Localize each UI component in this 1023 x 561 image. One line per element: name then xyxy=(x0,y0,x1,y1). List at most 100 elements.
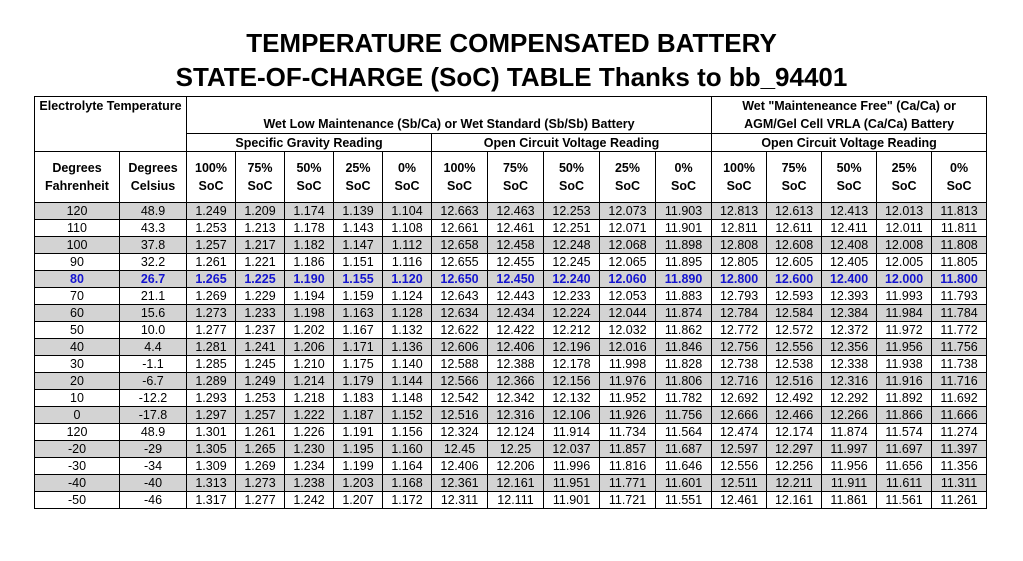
temp-celsius-cell: 10.0 xyxy=(119,321,187,339)
temp-fahrenheit-cell: 0 xyxy=(34,406,120,424)
ocv-wet-cell: 11.898 xyxy=(654,236,713,254)
deg-f-line-1: Degrees xyxy=(52,161,102,175)
ocv-mf-cell: 12.266 xyxy=(821,406,878,424)
ocv-wet-cell: 12.111 xyxy=(487,491,544,509)
temp-fahrenheit-cell: 80 xyxy=(34,270,120,288)
soc-level-suffix: SoC xyxy=(247,179,273,193)
ocv-wet-cell: 11.901 xyxy=(654,219,713,237)
temp-celsius-cell: 32.2 xyxy=(119,253,187,271)
ocv-mf-cell: 12.608 xyxy=(766,236,823,254)
specific-gravity-cell: 1.249 xyxy=(186,202,236,220)
ocv-mf-cell: 12.011 xyxy=(876,219,933,237)
ocv-mf-cell: 11.956 xyxy=(821,457,878,475)
ocv-mf-header: Open Circuit Voltage Reading xyxy=(711,133,988,152)
soc-level-header: 100% SoC xyxy=(711,151,768,203)
specific-gravity-cell: 1.179 xyxy=(333,372,383,390)
ocv-wet-cell: 12.316 xyxy=(487,406,544,424)
table-row: 90 32.2 1.261 1.221 1.186 1.151 1.116 12.655 12.… xyxy=(34,253,988,271)
specific-gravity-cell: 1.217 xyxy=(235,236,285,254)
specific-gravity-cell: 1.108 xyxy=(382,219,432,237)
table-row: 30 -1.1 1.285 1.245 1.210 1.175 1.140 12.588 12.… xyxy=(34,355,988,373)
specific-gravity-cell: 1.136 xyxy=(382,338,432,356)
table-row: -30 -34 1.309 1.269 1.234 1.199 1.164 12.406 12.… xyxy=(34,457,988,475)
ocv-mf-cell: 11.666 xyxy=(931,406,988,424)
ocv-mf-cell: 12.405 xyxy=(821,253,878,271)
specific-gravity-cell: 1.226 xyxy=(284,423,334,441)
ocv-mf-cell: 11.813 xyxy=(931,202,988,220)
degrees-fahrenheit-header: Degrees Fahrenheit xyxy=(34,151,120,203)
ocv-mf-cell: 12.556 xyxy=(711,457,768,475)
specific-gravity-cell: 1.178 xyxy=(284,219,334,237)
specific-gravity-cell: 1.195 xyxy=(333,440,383,458)
ocv-mf-cell: 11.866 xyxy=(876,406,933,424)
ocv-mf-cell: 12.174 xyxy=(766,423,823,441)
ocv-wet-cell: 11.756 xyxy=(654,406,713,424)
soc-level-header: 25% SoC xyxy=(333,151,383,203)
ocv-mf-cell: 12.597 xyxy=(711,440,768,458)
ocv-mf-cell: 12.538 xyxy=(766,355,823,373)
ocv-mf-cell: 12.466 xyxy=(766,406,823,424)
specific-gravity-cell: 1.168 xyxy=(382,474,432,492)
ocv-wet-cell: 12.606 xyxy=(431,338,488,356)
specific-gravity-cell: 1.225 xyxy=(235,270,285,288)
ocv-mf-cell: 11.772 xyxy=(931,321,988,339)
table-row: 110 43.3 1.253 1.213 1.178 1.143 1.108 12.661 12… xyxy=(34,219,988,237)
soc-level-header: 50% SoC xyxy=(543,151,600,203)
ocv-wet-cell: 11.721 xyxy=(599,491,656,509)
page-title-line-1: TEMPERATURE COMPENSATED BATTERY xyxy=(246,28,777,58)
ocv-wet-cell: 12.458 xyxy=(487,236,544,254)
ocv-wet-cell: 12.622 xyxy=(431,321,488,339)
ocv-wet-cell: 12.516 xyxy=(431,406,488,424)
ocv-mf-cell: 12.593 xyxy=(766,287,823,305)
ocv-wet-cell: 12.443 xyxy=(487,287,544,305)
specific-gravity-cell: 1.214 xyxy=(284,372,334,390)
ocv-wet-cell: 12.406 xyxy=(431,457,488,475)
soc-level-header: 75% SoC xyxy=(766,151,823,203)
temp-fahrenheit-cell: 90 xyxy=(34,253,120,271)
ocv-mf-cell: 11.397 xyxy=(931,440,988,458)
ocv-wet-cell: 11.551 xyxy=(654,491,713,509)
soc-level-percent: 50% xyxy=(296,161,322,175)
temp-fahrenheit-cell: 100 xyxy=(34,236,120,254)
table-row: 100 37.8 1.257 1.217 1.182 1.147 1.112 12.658 12… xyxy=(34,236,988,254)
table-row: 40 4.4 1.281 1.241 1.206 1.171 1.136 12.606 12.4… xyxy=(34,338,988,356)
temp-fahrenheit-cell: -30 xyxy=(34,457,120,475)
soc-level-percent: 100% xyxy=(443,161,476,175)
soc-level-header: 75% SoC xyxy=(235,151,285,203)
ocv-mf-cell: 12.805 xyxy=(711,253,768,271)
soc-level-percent: 25% xyxy=(345,161,371,175)
specific-gravity-cell: 1.273 xyxy=(235,474,285,492)
soc-level-suffix: SoC xyxy=(615,179,640,193)
ocv-wet-cell: 12.240 xyxy=(543,270,600,288)
soc-level-percent: 25% xyxy=(891,161,917,175)
ocv-mf-cell: 11.892 xyxy=(876,389,933,407)
specific-gravity-cell: 1.190 xyxy=(284,270,334,288)
soc-level-header: 0% SoC xyxy=(931,151,988,203)
ocv-mf-cell: 11.793 xyxy=(931,287,988,305)
ocv-wet-cell: 12.650 xyxy=(431,270,488,288)
ocv-mf-cell: 12.316 xyxy=(821,372,878,390)
specific-gravity-cell: 1.104 xyxy=(382,202,432,220)
ocv-wet-cell: 12.253 xyxy=(543,202,600,220)
ocv-wet-cell: 12.406 xyxy=(487,338,544,356)
specific-gravity-cell: 1.289 xyxy=(186,372,236,390)
specific-gravity-cell: 1.277 xyxy=(186,321,236,339)
ocv-mf-cell: 11.874 xyxy=(821,423,878,441)
temp-celsius-cell: -17.8 xyxy=(119,406,187,424)
specific-gravity-cell: 1.167 xyxy=(333,321,383,339)
ocv-mf-cell: 12.605 xyxy=(766,253,823,271)
deg-c-line-1: Degrees xyxy=(128,161,178,175)
soc-level-percent: 75% xyxy=(502,161,529,175)
ocv-wet-cell: 12.068 xyxy=(599,236,656,254)
specific-gravity-cell: 1.199 xyxy=(333,457,383,475)
ocv-wet-header: Open Circuit Voltage Reading xyxy=(430,133,713,152)
specific-gravity-cell: 1.233 xyxy=(235,304,285,322)
ocv-mf-cell: 11.311 xyxy=(931,474,988,492)
ocv-mf-cell: 11.656 xyxy=(876,457,933,475)
soc-level-suffix: SoC xyxy=(447,179,472,193)
table-row: 80 26.7 1.265 1.225 1.190 1.155 1.120 12.650 12.… xyxy=(34,270,988,288)
ocv-mf-cell: 12.474 xyxy=(711,423,768,441)
ocv-wet-cell: 12.212 xyxy=(543,321,600,339)
specific-gravity-cell: 1.202 xyxy=(284,321,334,339)
specific-gravity-cell: 1.234 xyxy=(284,457,334,475)
